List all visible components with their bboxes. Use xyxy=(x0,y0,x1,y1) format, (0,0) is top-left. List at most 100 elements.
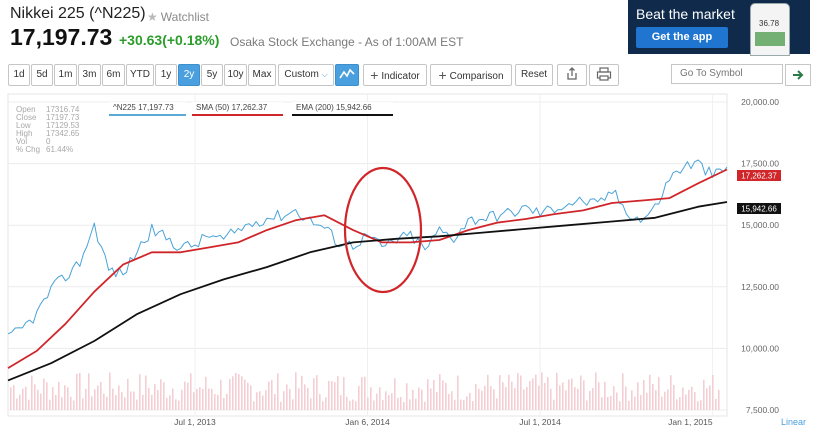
volume-bar xyxy=(442,380,444,410)
volume-bar xyxy=(586,400,588,410)
watchlist-link[interactable]: ★ Watchlist xyxy=(147,10,209,24)
volume-bar xyxy=(133,391,135,410)
volume-bar xyxy=(262,395,264,410)
stat-label: Low xyxy=(16,121,31,130)
volume-bar xyxy=(619,401,621,410)
phone-value: 36.78 xyxy=(759,19,780,28)
volume-bar xyxy=(595,372,597,410)
range-2y[interactable]: 2y xyxy=(178,64,200,86)
volume-bar xyxy=(121,392,123,410)
volume-bar xyxy=(379,387,381,410)
app-ad-banner[interactable]: Beat the market Get the app 36.78 xyxy=(628,0,810,56)
sma-price-tag: 17,262.37 xyxy=(737,170,781,181)
volume-bar xyxy=(424,401,426,410)
volume-bar xyxy=(325,397,327,410)
reset-button[interactable]: Reset xyxy=(515,64,553,86)
volume-bar xyxy=(367,397,369,410)
comparison-label: Comparison xyxy=(449,71,504,82)
range-1m[interactable]: 1m xyxy=(54,64,77,86)
volume-bar xyxy=(421,389,423,410)
volume-bar xyxy=(445,382,447,410)
volume-bar xyxy=(82,398,84,410)
plus-icon: + xyxy=(438,67,447,83)
volume-bar xyxy=(526,387,528,410)
legend-price[interactable]: ^N225 17,197.73 xyxy=(109,102,186,116)
volume-bar xyxy=(535,374,537,410)
x-axis: Jul 1, 2013 Jan 6, 2014 Jul 1, 2014 Jan 1, … xyxy=(174,417,806,427)
range-6m[interactable]: 6m xyxy=(102,64,125,86)
volume-bar xyxy=(583,380,585,410)
volume-bar xyxy=(331,381,333,410)
volume-bar xyxy=(439,374,441,410)
volume-bar xyxy=(118,385,120,410)
print-button[interactable] xyxy=(589,64,619,86)
chart-grid xyxy=(7,93,728,417)
volume-bar xyxy=(328,380,330,410)
custom-dropdown[interactable]: Custom ⌵ xyxy=(278,64,334,86)
range-1d[interactable]: 1d xyxy=(8,64,30,86)
share-icon xyxy=(567,67,577,80)
volume-bar xyxy=(655,390,657,410)
symbol-search-input[interactable] xyxy=(671,64,783,84)
volume-bar xyxy=(562,382,564,410)
volume-bar xyxy=(58,381,60,410)
volume-bar xyxy=(643,379,645,410)
volume-bar xyxy=(418,387,420,410)
range-1y[interactable]: 1y xyxy=(155,64,177,86)
volume-bar xyxy=(685,394,687,410)
volume-bar xyxy=(400,397,402,410)
volume-bar xyxy=(274,393,276,410)
stat-low: Low 17129.53 xyxy=(16,122,79,130)
arrow-right-icon xyxy=(793,70,804,80)
volume-bar xyxy=(310,398,312,410)
volume-bar xyxy=(541,372,543,410)
volume-bar xyxy=(697,401,699,410)
volume-bar xyxy=(565,390,567,410)
range-5d[interactable]: 5d xyxy=(31,64,53,86)
get-app-button[interactable]: Get the app xyxy=(636,27,728,48)
chart-type-button[interactable] xyxy=(335,64,359,86)
scale-toggle: Linear xyxy=(781,417,806,427)
volume-bar xyxy=(163,382,165,410)
range-10y[interactable]: 10y xyxy=(224,64,247,86)
volume-bar xyxy=(703,379,705,410)
range-5y[interactable]: 5y xyxy=(201,64,223,86)
comparison-button[interactable]: + Comparison xyxy=(430,64,512,86)
volume-bar xyxy=(496,398,498,410)
x-tick-label: Jan 6, 2014 xyxy=(345,417,390,427)
volume-bar xyxy=(511,381,513,410)
volume-bar xyxy=(361,377,363,410)
legend-sma[interactable]: SMA (50) 17,262.37 xyxy=(192,102,283,116)
volume-bar xyxy=(598,382,600,410)
volume-bar xyxy=(370,387,372,410)
volume-bar xyxy=(76,373,78,410)
volume-bar xyxy=(16,398,18,410)
volume-bar xyxy=(13,385,15,410)
range-3m[interactable]: 3m xyxy=(78,64,101,86)
volume-bar xyxy=(70,396,72,410)
volume-bar xyxy=(223,398,225,410)
share-button[interactable] xyxy=(557,64,587,86)
volume-bar xyxy=(382,400,384,410)
volume-bar xyxy=(658,377,660,410)
legend-ema[interactable]: EMA (200) 15,942.66 xyxy=(292,102,393,116)
stat-pchg: % Chg 61.44% xyxy=(16,146,79,154)
volume-bar xyxy=(151,394,153,410)
volume-bar xyxy=(148,387,150,410)
volume-bar xyxy=(544,382,546,410)
y-axis: 20,000.00 17,500.00 15,000.00 12,500.00 10,0… xyxy=(741,97,779,415)
volume-bar xyxy=(313,378,315,410)
volume-bar xyxy=(625,386,627,410)
range-ytd[interactable]: YTD xyxy=(126,64,154,86)
volume-bar xyxy=(571,378,573,410)
go-button[interactable] xyxy=(785,64,811,86)
volume-bar xyxy=(691,386,693,410)
volume-bar xyxy=(349,400,351,410)
ema-tag-label: 15,942.66 xyxy=(741,205,777,214)
star-icon: ★ xyxy=(147,10,158,24)
range-max[interactable]: Max xyxy=(248,64,276,86)
volume-bar xyxy=(637,382,639,410)
indicator-button[interactable]: + Indicator xyxy=(363,64,427,86)
price-chart[interactable]: 20,000.00 17,500.00 15,000.00 12,500.00 10,0… xyxy=(0,90,817,437)
volume-bar xyxy=(559,385,561,410)
